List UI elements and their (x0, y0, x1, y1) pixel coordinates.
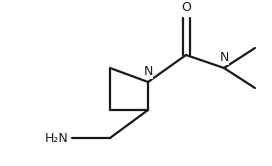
Text: N: N (143, 65, 153, 78)
Text: N: N (219, 51, 229, 64)
Text: O: O (181, 1, 191, 14)
Text: H₂N: H₂N (44, 131, 68, 144)
